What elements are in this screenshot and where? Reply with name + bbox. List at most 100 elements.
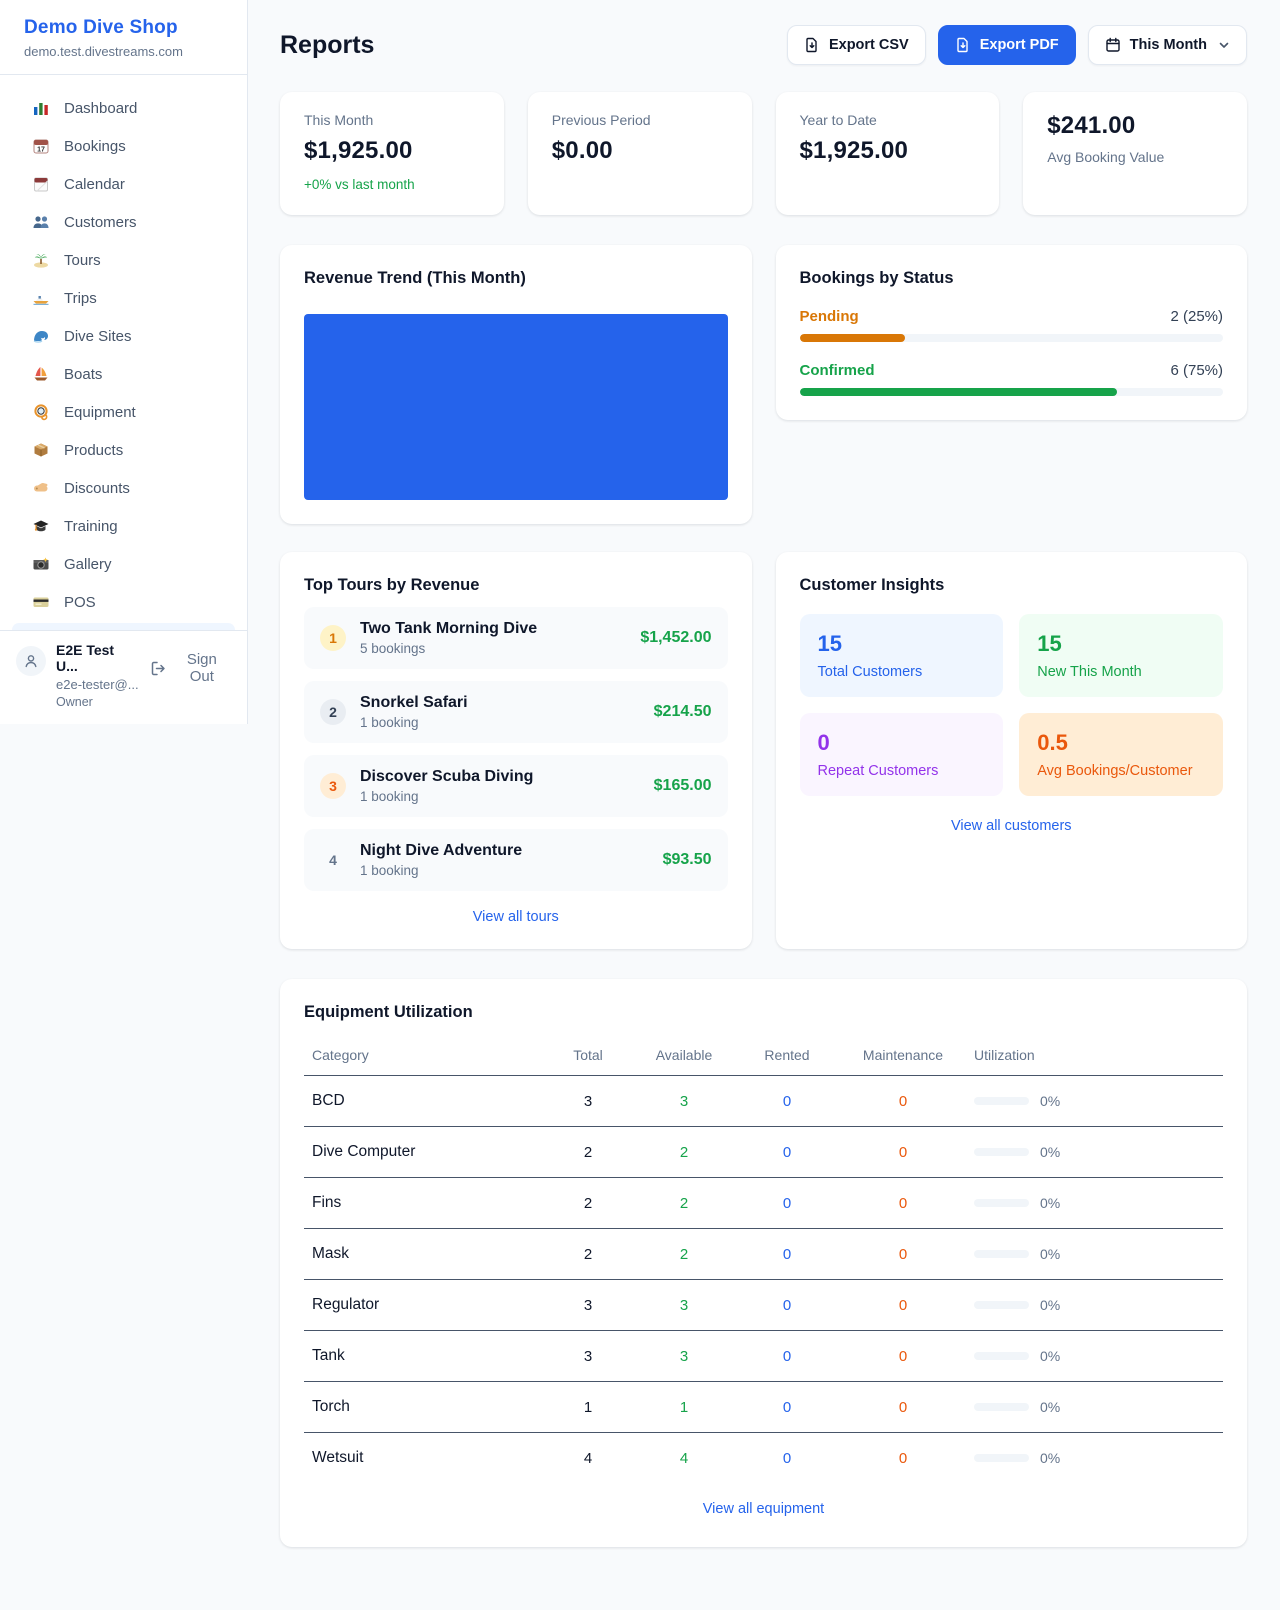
- cell-rented: 0: [734, 1279, 840, 1331]
- view-all-tours-link[interactable]: View all tours: [472, 909, 559, 925]
- tour-bookings: 1 booking: [360, 789, 419, 804]
- sidebar: Demo Dive Shop demo.test.divestreams.com…: [0, 0, 248, 724]
- export-csv-label: Export CSV: [828, 37, 909, 53]
- sidebar-item-customers[interactable]: Customers: [12, 203, 235, 241]
- utilization-percent: 0%: [1040, 1144, 1061, 1160]
- tile-label: Avg Bookings/Customer: [1037, 763, 1193, 779]
- tile-total-customers: 15 Total Customers: [799, 614, 1004, 697]
- sidebar-item-trips[interactable]: Trips: [12, 279, 235, 317]
- camera-icon: [32, 555, 50, 573]
- view-all-equipment-link[interactable]: View all equipment: [702, 1501, 825, 1517]
- sidebar-item-products[interactable]: Products: [12, 431, 235, 469]
- table-row: Tank 3 3 0 0 0%: [304, 1330, 1223, 1382]
- chevron-down-icon: [1219, 42, 1229, 48]
- period-label: This Month: [1129, 37, 1207, 53]
- utilization-bar: [974, 1454, 1029, 1462]
- customers-icon: [32, 213, 50, 231]
- tour-row[interactable]: 4 Night Dive Adventure 1 booking $93.50: [304, 829, 728, 891]
- sidebar-item-bookings[interactable]: 17 Bookings: [12, 127, 235, 165]
- top-tours-title: Top Tours by Revenue: [304, 576, 480, 594]
- stats-row: This Month $1,925.00 +0% vs last month P…: [280, 92, 1247, 215]
- credit-card-icon: [32, 593, 50, 611]
- graduation-cap-icon: [32, 517, 50, 535]
- status-value: 2 (25%): [1170, 308, 1223, 325]
- cell-maintenance: 0: [840, 1177, 966, 1229]
- utilization-bar: [974, 1250, 1029, 1258]
- stat-label: Avg Booking Value: [1047, 149, 1165, 165]
- cell-available: 3: [634, 1330, 734, 1382]
- sidebar-user-section: E2E Test U... e2e-tester@... Owner Sign …: [0, 630, 247, 724]
- tour-amount: $214.50: [653, 703, 712, 720]
- sidebar-item-label: Training: [64, 517, 118, 535]
- tour-name: Night Dive Adventure: [360, 842, 523, 859]
- view-all-customers-link[interactable]: View all customers: [950, 818, 1072, 834]
- cell-category: BCD: [304, 1075, 542, 1127]
- cell-rented: 0: [734, 1075, 840, 1127]
- tour-row[interactable]: 3 Discover Scuba Diving 1 booking $165.0…: [304, 755, 728, 817]
- sign-out-button[interactable]: Sign Out: [150, 651, 231, 685]
- shop-name: Demo Dive Shop: [24, 17, 178, 38]
- sidebar-item-discounts[interactable]: Discounts: [12, 469, 235, 507]
- rank-badge: 2: [320, 699, 346, 725]
- sidebar-item-pos[interactable]: POS: [12, 583, 235, 621]
- sidebar-item-dashboard[interactable]: Dashboard: [12, 89, 235, 127]
- utilization-bar: [974, 1097, 1029, 1105]
- svg-text:17: 17: [37, 147, 45, 154]
- cell-available: 3: [634, 1279, 734, 1331]
- tile-label: Total Customers: [817, 664, 923, 680]
- sidebar-item-label: Trips: [64, 289, 97, 307]
- sidebar-item-label: Dive Sites: [64, 327, 132, 345]
- sign-out-icon: [151, 661, 165, 675]
- rank-badge: 3: [320, 773, 346, 799]
- sidebar-item-label: Calendar: [64, 175, 125, 193]
- sidebar-item-calendar[interactable]: Calendar: [12, 165, 235, 203]
- table-header-row: Category Total Available Rented Maintena…: [304, 1035, 1223, 1076]
- avatar: [16, 646, 46, 676]
- tour-row[interactable]: 2 Snorkel Safari 1 booking $214.50: [304, 681, 728, 743]
- revenue-trend-card: Revenue Trend (This Month): [280, 245, 752, 524]
- utilization-percent: 0%: [1040, 1093, 1061, 1109]
- user-email: e2e-tester@...: [56, 677, 139, 692]
- dive-mask-icon: [32, 403, 50, 421]
- sidebar-item-label: Dashboard: [64, 99, 138, 117]
- stat-label: Previous Period: [551, 112, 651, 128]
- period-dropdown[interactable]: This Month: [1087, 25, 1247, 65]
- export-csv-button[interactable]: Export CSV: [786, 25, 926, 65]
- export-pdf-button[interactable]: Export PDF: [937, 25, 1076, 65]
- top-tours-card: Top Tours by Revenue 1 Two Tank Morning …: [280, 552, 752, 949]
- revenue-trend-chart: [304, 314, 728, 500]
- rank-badge: 1: [320, 625, 346, 651]
- tour-name: Discover Scuba Diving: [360, 768, 534, 785]
- sidebar-item-dive-sites[interactable]: Dive Sites: [12, 317, 235, 355]
- cell-total: 2: [542, 1177, 634, 1229]
- sidebar-item-boats[interactable]: Boats: [12, 355, 235, 393]
- tour-row[interactable]: 1 Two Tank Morning Dive 5 bookings $1,45…: [304, 607, 728, 669]
- cell-category: Mask: [304, 1228, 542, 1280]
- column-header-total: Total: [542, 1035, 634, 1076]
- cell-rented: 0: [782, 1449, 792, 1467]
- utilization-bar: [974, 1148, 1029, 1156]
- sidebar-nav: Dashboard 17 Bookings Calendar Customers…: [0, 75, 247, 630]
- package-icon: [32, 441, 50, 459]
- sidebar-item-equipment[interactable]: Equipment: [12, 393, 235, 431]
- tile-avg-bookings-customer: 0.5 Avg Bookings/Customer: [1019, 713, 1223, 796]
- island-icon: [32, 251, 50, 269]
- sidebar-item-tours[interactable]: Tours: [12, 241, 235, 279]
- main-content: Reports Export CSV Export PDF This Month: [248, 0, 1280, 1610]
- tile-value: 0.5: [1037, 730, 1068, 755]
- cell-total: 1: [542, 1381, 634, 1433]
- file-download-icon: [806, 37, 817, 53]
- sidebar-item-reports-active-partial[interactable]: [12, 623, 235, 630]
- sidebar-item-gallery[interactable]: Gallery: [12, 545, 235, 583]
- cell-available: 2: [634, 1126, 734, 1178]
- user-role: Owner: [56, 695, 93, 709]
- tile-new-this-month: 15 New This Month: [1019, 614, 1223, 697]
- progress-track: [799, 388, 1223, 396]
- cell-maintenance: 0: [840, 1228, 966, 1280]
- calendar-outline-icon: [1105, 37, 1120, 52]
- stat-value: $1,925.00: [304, 137, 413, 164]
- sidebar-item-training[interactable]: Training: [12, 507, 235, 545]
- utilization-bar: [974, 1352, 1029, 1360]
- progress-fill: [799, 334, 906, 342]
